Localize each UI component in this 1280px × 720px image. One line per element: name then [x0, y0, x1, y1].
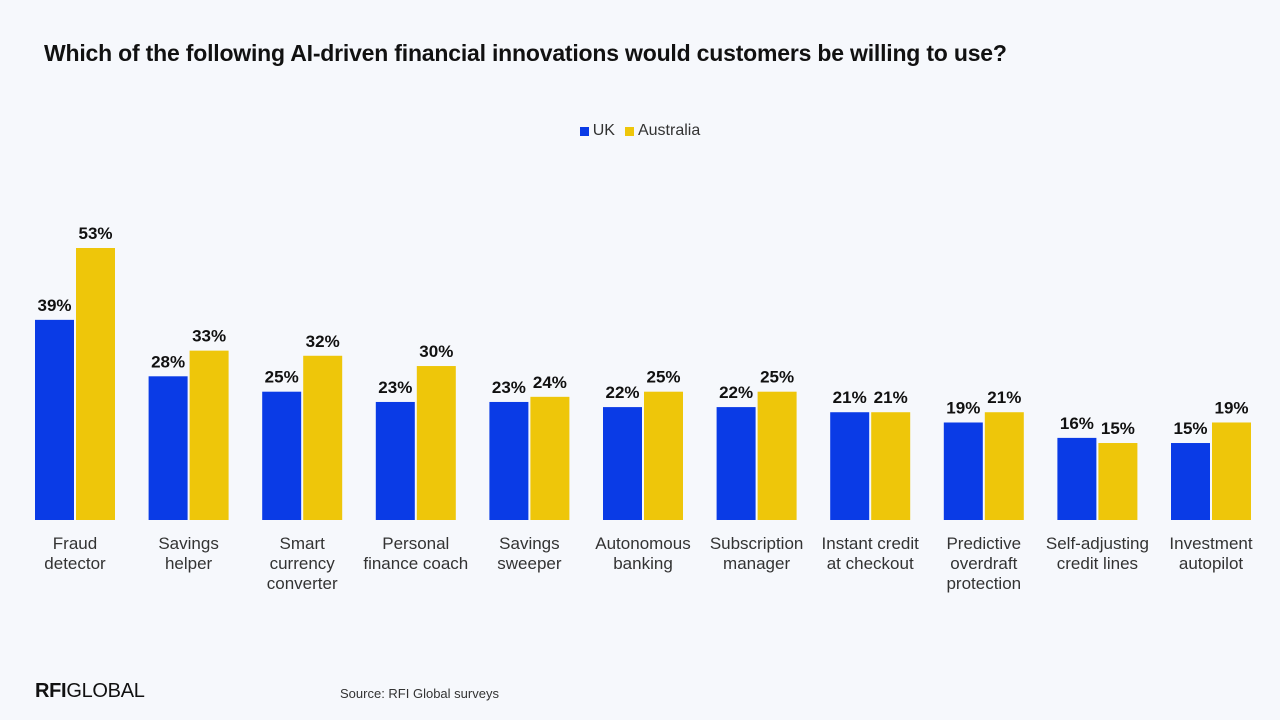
- value-label-australia-savings-helper: 33%: [192, 327, 226, 346]
- value-label-uk-investment-autopilot: 15%: [1173, 419, 1207, 438]
- value-label-australia-autonomous-banking: 25%: [646, 368, 680, 387]
- value-label-uk-instant-credit-at-checkout: 21%: [833, 388, 867, 407]
- category-label-investment-autopilot: Investment autopilot: [1169, 534, 1252, 573]
- legend-swatch-uk: [579, 126, 589, 136]
- chart-legend: UK Australia: [0, 122, 1280, 140]
- category-label-fraud-detector: Fraud detector: [44, 534, 106, 573]
- bar-australia-savings-sweeper: [530, 396, 570, 520]
- bar-australia-fraud-detector: [76, 248, 115, 520]
- legend-swatch-australia: [624, 126, 634, 136]
- bar-australia-instant-credit-at-checkout: [871, 412, 911, 520]
- legend-item-uk: UK: [579, 122, 615, 140]
- value-label-australia-subscription-manager: 25%: [760, 368, 794, 387]
- bar-australia-self-adjusting-credit-lines: [1098, 443, 1138, 520]
- category-label-subscription-manager: Subscription manager: [710, 534, 804, 573]
- category-label-predictive-overdraft-protection: Predictive overdraft protection: [946, 534, 1021, 593]
- value-label-australia-investment-autopilot: 19%: [1214, 398, 1248, 417]
- bar-uk-investment-autopilot: [1171, 443, 1210, 520]
- category-label-instant-credit-at-checkout: Instant credit at checkout: [822, 534, 920, 573]
- legend-label-australia: Australia: [637, 122, 701, 139]
- value-label-uk-fraud-detector: 39%: [37, 296, 71, 315]
- bar-australia-predictive-overdraft-protection: [984, 412, 1024, 520]
- value-label-australia-smart-currency-converter: 32%: [306, 332, 340, 351]
- value-label-australia-self-adjusting-credit-lines: 15%: [1101, 419, 1135, 438]
- value-label-australia-savings-sweeper: 24%: [533, 373, 567, 392]
- bar-australia-autonomous-banking: [644, 391, 683, 520]
- category-label-smart-currency-converter: Smart currency converter: [267, 534, 338, 593]
- bar-uk-instant-credit-at-checkout: [830, 412, 870, 520]
- bar-australia-subscription-manager: [757, 391, 797, 520]
- value-label-uk-predictive-overdraft-protection: 19%: [946, 398, 980, 417]
- source-note: Source: RFI Global surveys: [340, 686, 499, 701]
- value-label-australia-personal-finance-coach: 30%: [419, 342, 453, 361]
- bar-uk-personal-finance-coach: [375, 401, 415, 520]
- value-label-uk-subscription-manager: 22%: [719, 383, 753, 402]
- category-label-savings-sweeper: Savings sweeper: [497, 534, 562, 573]
- bar-uk-self-adjusting-credit-lines: [1057, 437, 1097, 520]
- rfi-global-logo: RFIGLOBAL: [35, 680, 145, 702]
- bar-australia-investment-autopilot: [1212, 422, 1251, 520]
- value-label-uk-self-adjusting-credit-lines: 16%: [1060, 414, 1094, 433]
- bar-uk-savings-helper: [148, 376, 188, 520]
- value-label-uk-savings-helper: 28%: [151, 352, 185, 371]
- value-label-uk-autonomous-banking: 22%: [605, 383, 639, 402]
- value-label-australia-fraud-detector: 53%: [78, 224, 112, 243]
- category-label-autonomous-banking: Autonomous banking: [595, 534, 690, 573]
- bar-uk-predictive-overdraft-protection: [943, 422, 983, 520]
- value-label-uk-smart-currency-converter: 25%: [265, 368, 299, 387]
- bar-uk-subscription-manager: [716, 407, 756, 520]
- category-label-self-adjusting-credit-lines: Self-adjusting credit lines: [1046, 534, 1149, 573]
- value-label-uk-savings-sweeper: 23%: [492, 378, 526, 397]
- value-label-australia-instant-credit-at-checkout: 21%: [874, 388, 908, 407]
- bar-australia-smart-currency-converter: [303, 355, 343, 520]
- bar-uk-autonomous-banking: [603, 407, 642, 520]
- value-label-australia-predictive-overdraft-protection: 21%: [987, 388, 1021, 407]
- category-label-personal-finance-coach: Personal finance coach: [363, 534, 468, 573]
- legend-label-uk: UK: [592, 122, 615, 139]
- bar-uk-savings-sweeper: [489, 401, 529, 520]
- legend-item-australia: Australia: [624, 122, 701, 140]
- chart-title: Which of the following AI-driven financi…: [44, 40, 1007, 66]
- value-label-uk-personal-finance-coach: 23%: [378, 378, 412, 397]
- category-label-savings-helper: Savings helper: [158, 534, 218, 573]
- bar-uk-fraud-detector: [35, 319, 74, 520]
- bar-australia-personal-finance-coach: [416, 366, 456, 520]
- bar-uk-smart-currency-converter: [262, 391, 302, 520]
- bar-australia-savings-helper: [189, 350, 229, 520]
